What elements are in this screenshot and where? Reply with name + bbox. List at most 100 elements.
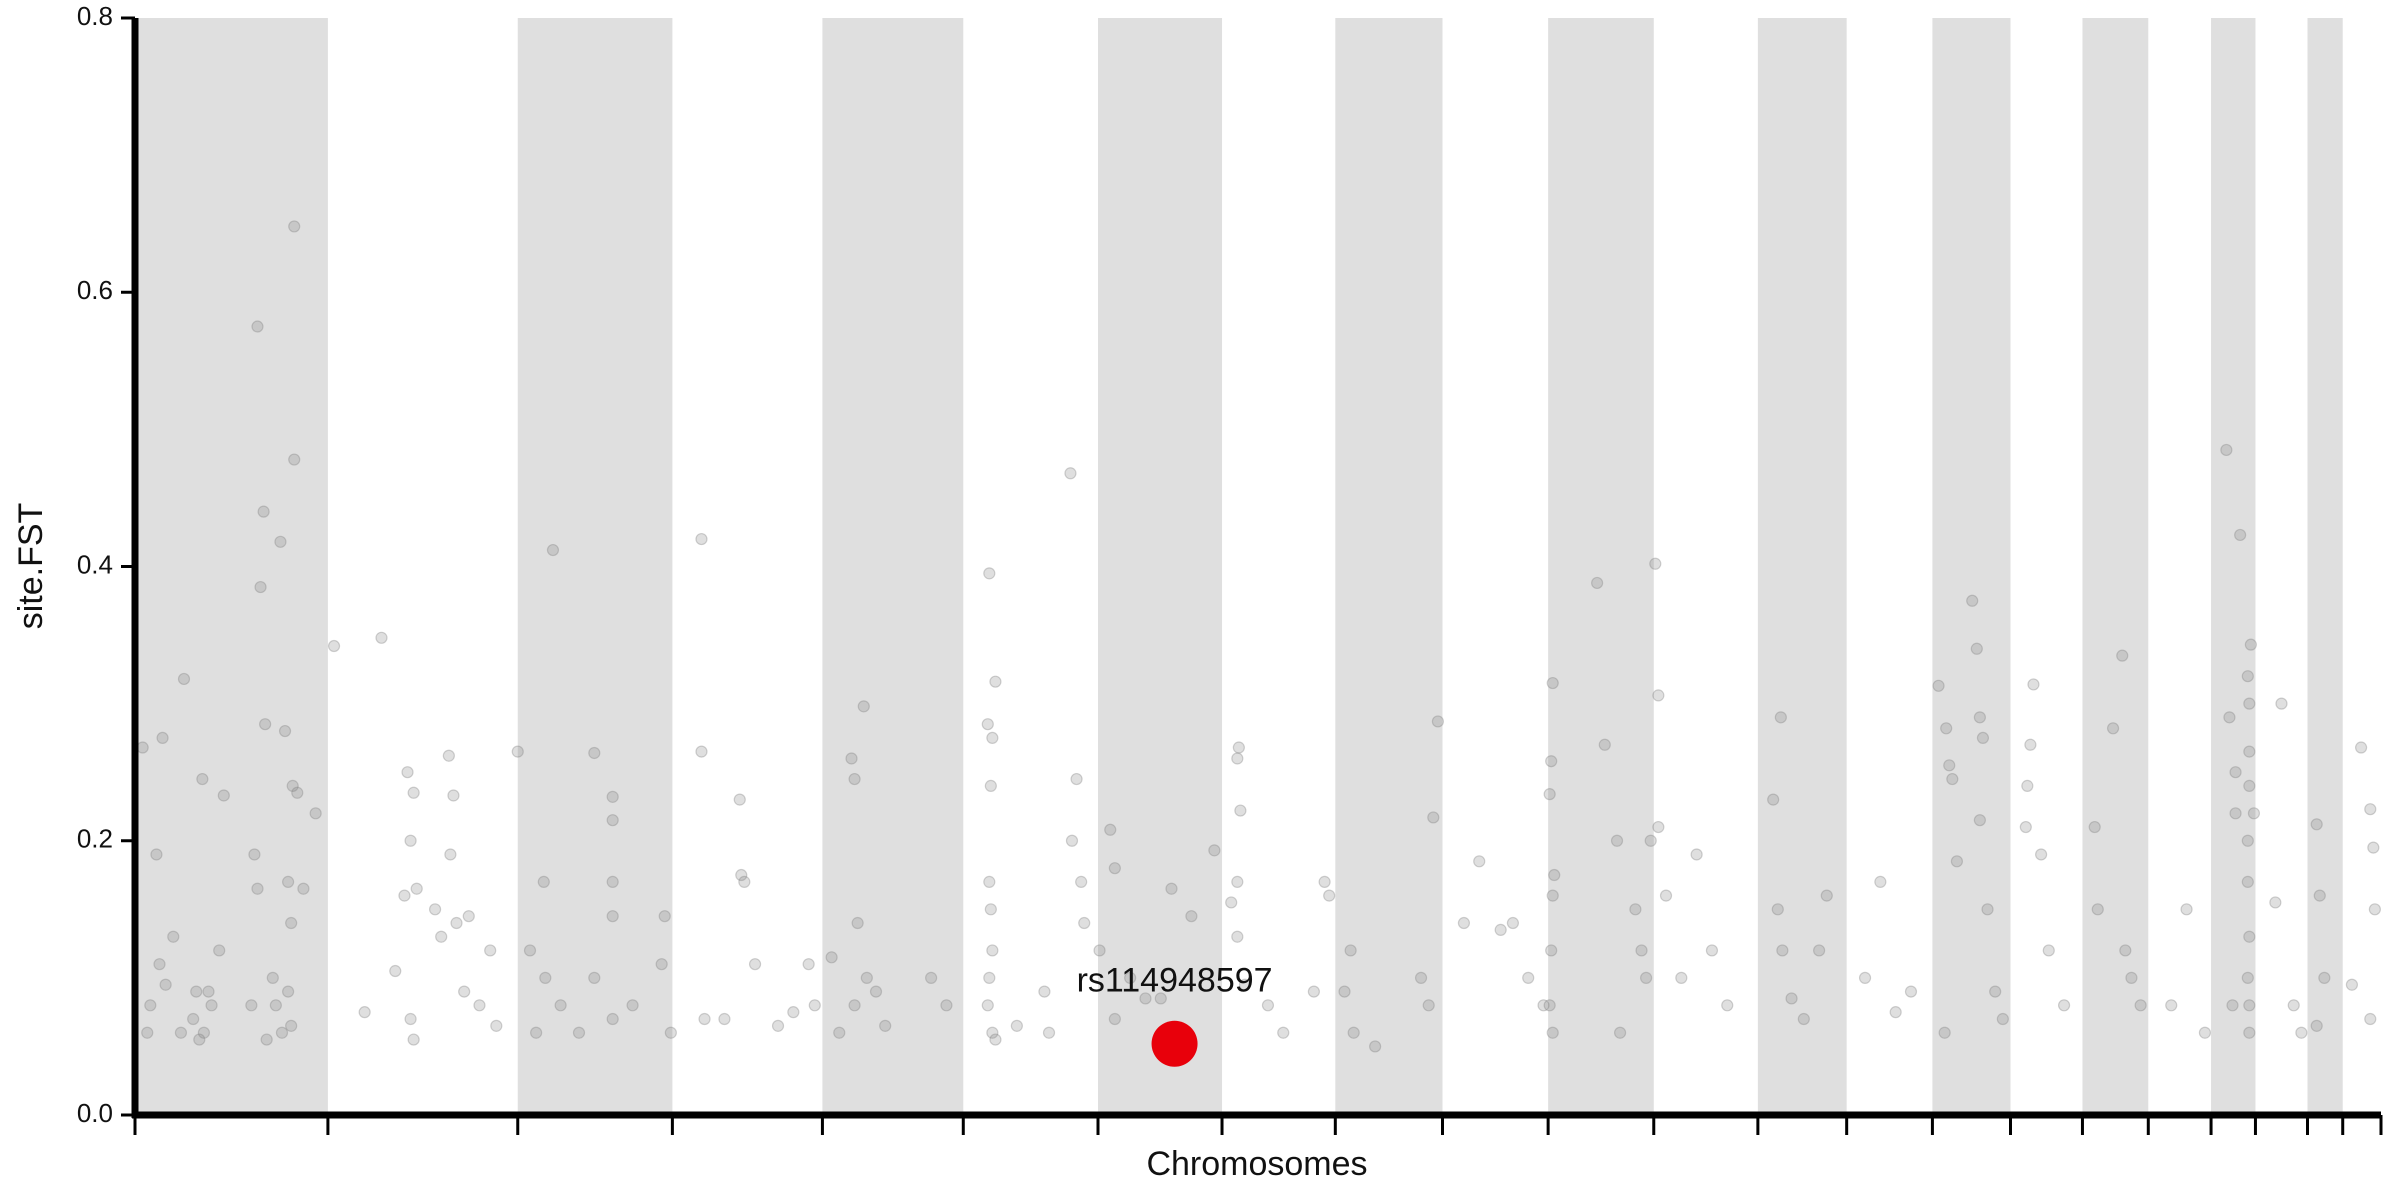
data-point xyxy=(787,1006,800,1019)
data-point xyxy=(1543,999,1556,1012)
data-point xyxy=(606,790,619,803)
data-point xyxy=(1238,978,1252,991)
data-point xyxy=(282,985,295,998)
data-point xyxy=(1705,944,1719,957)
data-point xyxy=(1323,889,1336,902)
data-point xyxy=(2243,1026,2256,1039)
data-point xyxy=(269,999,282,1012)
data-point xyxy=(2364,803,2377,816)
data-point xyxy=(606,1012,619,1026)
data-point xyxy=(1344,944,1357,957)
data-point xyxy=(136,741,149,754)
data-point xyxy=(695,745,708,758)
data-point xyxy=(150,848,163,861)
data-point xyxy=(2229,766,2242,779)
data-point xyxy=(2220,443,2233,457)
data-point xyxy=(2035,848,2048,861)
data-point xyxy=(1369,1040,1382,1053)
data-point xyxy=(2027,678,2040,691)
data-point xyxy=(537,875,550,888)
data-point xyxy=(1996,1012,2009,1026)
data-point xyxy=(1307,985,1320,998)
data-point xyxy=(989,675,1002,688)
data-point xyxy=(1771,903,1784,916)
y-tick-label: 0.0 xyxy=(77,1098,113,1128)
data-point xyxy=(285,916,298,930)
data-point xyxy=(1208,844,1221,857)
data-point xyxy=(989,1033,1002,1046)
x-axis-label: Chromosomes xyxy=(1146,1145,1367,1183)
chromosome-band xyxy=(2211,18,2256,1115)
data-point xyxy=(1427,811,1440,824)
data-point xyxy=(213,944,226,957)
data-point xyxy=(1546,1026,1559,1039)
y-tick-label: 0.8 xyxy=(77,1,113,31)
data-point xyxy=(2024,738,2037,751)
data-point xyxy=(1231,930,1244,943)
data-point xyxy=(1774,711,1787,724)
data-point xyxy=(2244,638,2257,651)
data-point xyxy=(259,718,272,731)
data-point xyxy=(1548,868,1561,882)
data-point xyxy=(2088,820,2101,834)
data-point xyxy=(848,999,861,1012)
data-point xyxy=(1591,576,1604,590)
data-point xyxy=(2234,528,2247,542)
chromosome-band xyxy=(517,18,673,1115)
data-point xyxy=(2091,903,2104,916)
data-point xyxy=(291,786,304,799)
data-point xyxy=(484,944,497,957)
data-point xyxy=(1797,1012,1810,1026)
data-point xyxy=(187,1012,200,1026)
data-point xyxy=(523,944,537,957)
data-point xyxy=(1494,923,1507,936)
data-point xyxy=(695,532,708,546)
data-point xyxy=(808,999,821,1012)
chromosome-band xyxy=(1757,18,1847,1115)
data-point xyxy=(196,772,209,786)
data-point xyxy=(983,567,996,580)
data-point xyxy=(2318,971,2331,984)
data-point xyxy=(404,1012,417,1026)
data-point xyxy=(2364,1012,2377,1026)
data-point xyxy=(869,985,883,998)
data-point xyxy=(833,1026,846,1039)
data-point xyxy=(1231,752,1244,765)
data-point xyxy=(1946,772,1959,786)
data-point xyxy=(986,731,999,745)
data-point xyxy=(144,999,157,1012)
data-point xyxy=(1950,855,1964,868)
chromosome-band xyxy=(1932,18,2011,1115)
data-point xyxy=(1889,1006,1902,1019)
data-point xyxy=(447,789,460,802)
data-point xyxy=(879,1019,892,1032)
data-point xyxy=(1473,855,1486,868)
data-point xyxy=(984,903,997,916)
data-point xyxy=(1537,999,1550,1012)
chromosome-band xyxy=(822,18,964,1115)
data-point xyxy=(2243,745,2256,758)
data-point xyxy=(2226,999,2239,1012)
data-point xyxy=(2295,1026,2308,1039)
data-point xyxy=(2367,841,2380,854)
data-point xyxy=(2243,999,2256,1012)
data-point xyxy=(1261,999,1275,1012)
chromosome-band xyxy=(135,18,328,1115)
data-point xyxy=(2021,779,2034,793)
data-point xyxy=(358,1006,371,1019)
data-point xyxy=(1858,971,1872,984)
data-point xyxy=(2287,999,2300,1012)
data-point xyxy=(1598,738,1611,751)
data-point xyxy=(606,910,619,923)
data-point xyxy=(1640,971,1653,984)
y-tick-label: 0.2 xyxy=(77,824,113,854)
data-point xyxy=(1078,916,1091,930)
data-point xyxy=(1976,731,1990,745)
data-point xyxy=(983,971,996,984)
data-point xyxy=(851,916,864,930)
data-point xyxy=(530,1026,543,1039)
data-point xyxy=(986,1026,999,1039)
data-point xyxy=(1981,903,1994,916)
data-point xyxy=(606,875,619,888)
